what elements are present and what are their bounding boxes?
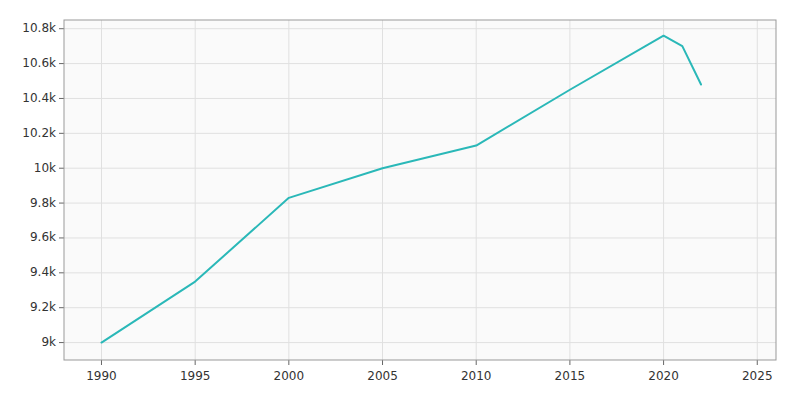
y-tick-label: 9.2k	[30, 300, 56, 314]
y-grid-line	[64, 307, 776, 308]
y-tick	[59, 168, 64, 169]
data-line	[101, 36, 701, 343]
y-grid-line	[64, 133, 776, 134]
x-tick	[569, 360, 570, 365]
plot-background	[64, 20, 776, 360]
x-grid-line	[382, 20, 383, 360]
x-grid-line	[476, 20, 477, 360]
y-tick	[59, 342, 64, 343]
y-grid-line	[64, 98, 776, 99]
x-grid-line	[663, 20, 664, 360]
y-tick	[59, 307, 64, 308]
chart-container: 9k 9.2k 9.4k 9.6k 9.8k 10k 10.2k 10.4k 10.6k 10.8…	[0, 0, 800, 400]
x-tick	[288, 360, 289, 365]
x-tick-label: 2010	[461, 369, 492, 383]
y-grid-line	[64, 237, 776, 238]
x-grid-line	[757, 20, 758, 360]
y-tick	[59, 133, 64, 134]
x-tick	[195, 360, 196, 365]
x-tick	[382, 360, 383, 365]
y-grid-line	[64, 203, 776, 204]
y-tick-label: 9.8k	[30, 196, 56, 210]
grid	[64, 20, 776, 360]
x-tick	[101, 360, 102, 365]
y-grid-line	[64, 168, 776, 169]
x-tick-label: 2015	[555, 369, 586, 383]
chart-svg: 9k 9.2k 9.4k 9.6k 9.8k 10k 10.2k 10.4k 10.6k 10.8…	[0, 0, 800, 400]
x-tick	[663, 360, 664, 365]
x-grid-line	[569, 20, 570, 360]
x-grid-line	[195, 20, 196, 360]
y-tick	[59, 63, 64, 64]
y-tick	[59, 237, 64, 238]
y-grid-line	[64, 272, 776, 273]
x-tick-label: 2020	[648, 369, 679, 383]
y-tick-label: 10.8k	[22, 21, 56, 35]
y-tick	[59, 98, 64, 99]
y-tick-label: 9k	[41, 335, 56, 349]
y-grid-line	[64, 63, 776, 64]
x-tick-label: 2000	[274, 369, 305, 383]
x-tick	[476, 360, 477, 365]
data-group	[101, 36, 701, 343]
x-grid-line	[101, 20, 102, 360]
y-grid-line	[64, 28, 776, 29]
y-tick-label: 10.6k	[22, 56, 56, 70]
x-tick-label: 1990	[86, 369, 117, 383]
x-tick-label: 2005	[367, 369, 398, 383]
y-tick-label: 10.2k	[22, 126, 56, 140]
y-tick	[59, 28, 64, 29]
y-grid-line	[64, 342, 776, 343]
plot-frame	[64, 20, 776, 360]
y-tick-label: 10.4k	[22, 91, 56, 105]
y-tick-label: 9.4k	[30, 265, 56, 279]
y-tick-label: 10k	[34, 161, 56, 175]
y-tick	[59, 203, 64, 204]
y-tick	[59, 272, 64, 273]
axes: 9k 9.2k 9.4k 9.6k 9.8k 10k 10.2k 10.4k 10.6k 10.8…	[22, 20, 776, 383]
x-tick-label: 1995	[180, 369, 211, 383]
y-tick-label: 9.6k	[30, 230, 56, 244]
x-tick	[757, 360, 758, 365]
x-tick-label: 2025	[742, 369, 773, 383]
x-grid-line	[288, 20, 289, 360]
